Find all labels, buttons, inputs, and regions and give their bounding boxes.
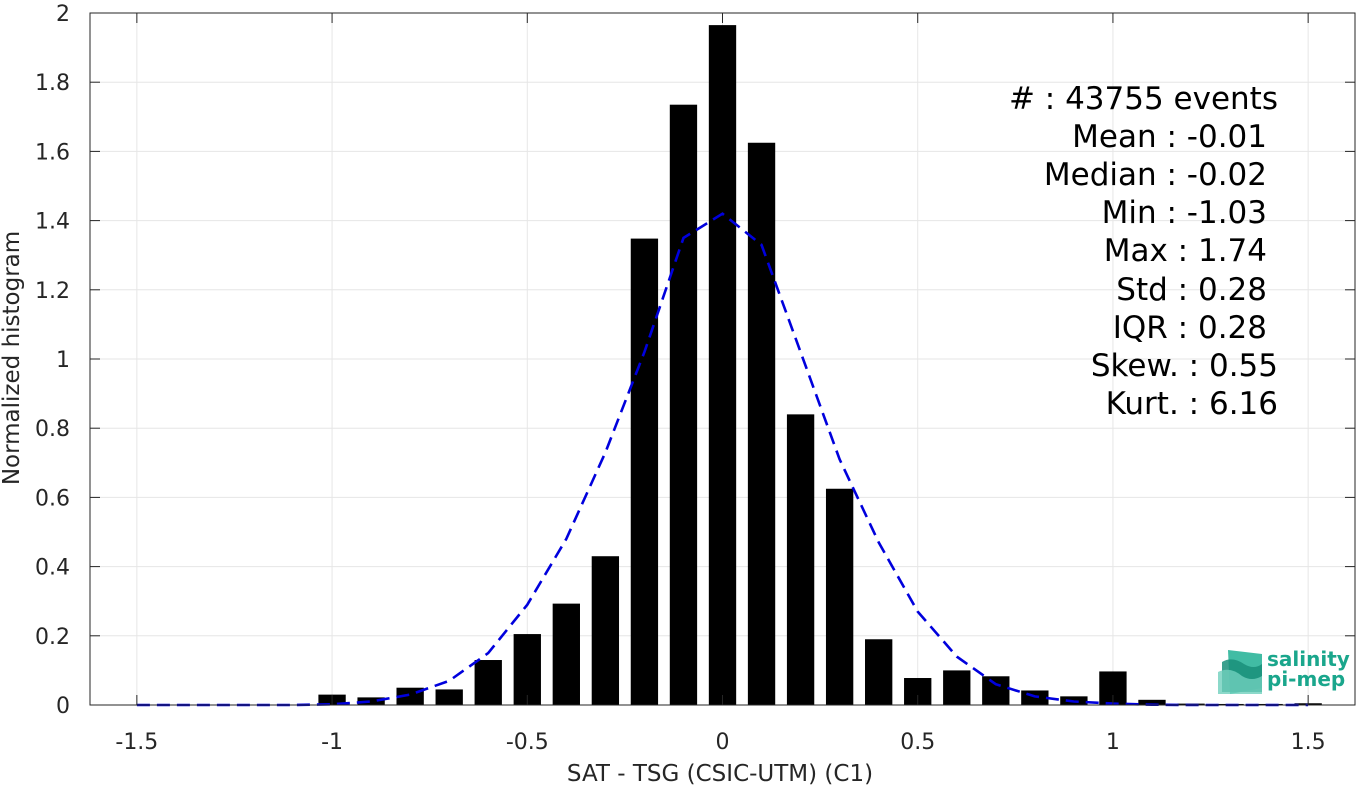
x-tick-label: -0.5 xyxy=(506,730,549,755)
logo-line2: pi-mep xyxy=(1267,667,1345,691)
x-tick-labels: -1.5 -1 -0.5 0 0.5 1 1.5 xyxy=(115,730,1325,755)
stat-kurt: Kurt. : 6.16 xyxy=(1106,386,1278,422)
y-tick-label: 1.2 xyxy=(35,279,70,304)
histogram-bar xyxy=(474,660,502,705)
stat-skew: Skew. : 0.55 xyxy=(1091,348,1278,384)
stat-median: Median : -0.02 xyxy=(1044,157,1267,193)
histogram-bar xyxy=(435,689,463,705)
bars xyxy=(318,25,1322,706)
y-tick-label: 0.4 xyxy=(35,556,70,581)
stat-iqr: IQR : 0.28 xyxy=(1113,310,1267,346)
logo-line1: salinity xyxy=(1267,647,1350,671)
histogram-bar xyxy=(357,697,385,705)
histogram-bar xyxy=(825,488,854,705)
histogram-bar xyxy=(943,670,971,705)
x-tick-label: 1 xyxy=(1106,730,1120,755)
x-tick-label: 1.5 xyxy=(1291,730,1326,755)
y-axis-label: Normalized histogram xyxy=(0,231,25,485)
x-tick-label: -1 xyxy=(321,730,343,755)
stats-box: # : 43755 events Mean : -0.01 Median : -… xyxy=(1009,81,1278,422)
stat-max: Max : 1.74 xyxy=(1104,233,1267,269)
x-tick-label: 0.5 xyxy=(900,730,935,755)
histogram-bar xyxy=(591,556,620,705)
histogram-bar xyxy=(982,676,1010,705)
y-tick-label: 1 xyxy=(56,348,70,373)
histogram-bar xyxy=(669,104,698,705)
histogram-bar xyxy=(1138,699,1166,705)
stat-mean: Mean : -0.01 xyxy=(1072,119,1267,155)
x-tick-label: -1.5 xyxy=(115,730,158,755)
y-tick-label: 1.8 xyxy=(35,71,70,96)
y-tick-label: 0.2 xyxy=(35,625,70,650)
y-tick-label: 1.4 xyxy=(35,210,70,235)
stat-count: # : 43755 events xyxy=(1009,81,1278,117)
stat-std: Std : 0.28 xyxy=(1116,272,1267,308)
axis-ticks xyxy=(90,12,1355,706)
histogram-bar xyxy=(630,238,659,706)
x-tick-label: 0 xyxy=(716,730,730,755)
stat-min: Min : -1.03 xyxy=(1102,195,1267,231)
y-tick-labels: 0 0.2 0.4 0.6 0.8 1 1.2 1.4 1.6 1.8 2 xyxy=(35,2,70,719)
histogram-bar xyxy=(552,603,580,705)
salinity-pi-mep-logo: salinity pi-mep xyxy=(1218,647,1350,694)
wave-logo-icon xyxy=(1218,650,1262,694)
histogram-bar xyxy=(865,639,893,705)
x-axis-label: SAT - TSG (CSIC-UTM) (C1) xyxy=(567,761,873,785)
histogram-bar xyxy=(747,142,776,705)
y-tick-label: 2 xyxy=(56,2,70,27)
histogram-bar xyxy=(513,634,541,705)
y-tick-label: 0.8 xyxy=(35,417,70,442)
histogram-bar xyxy=(708,25,737,706)
y-tick-label: 1.6 xyxy=(35,140,70,165)
histogram-bar xyxy=(786,414,815,705)
histogram-bar xyxy=(1021,690,1049,705)
y-tick-label: 0 xyxy=(56,694,70,719)
y-tick-label: 0.6 xyxy=(35,486,70,511)
